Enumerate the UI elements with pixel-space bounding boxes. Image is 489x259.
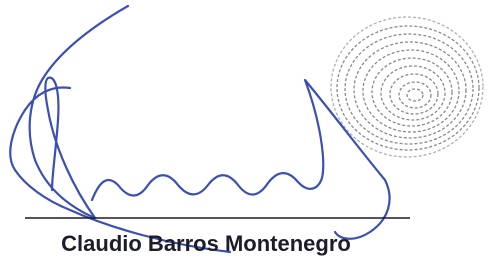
- page: Claudio Barros Montenegro (() => { const…: [0, 0, 489, 259]
- signature-stroke: [10, 6, 389, 252]
- signature-block: Claudio Barros Montenegro: [0, 0, 489, 259]
- signer-name: Claudio Barros Montenegro: [61, 231, 351, 256]
- fingerprint: [331, 17, 483, 157]
